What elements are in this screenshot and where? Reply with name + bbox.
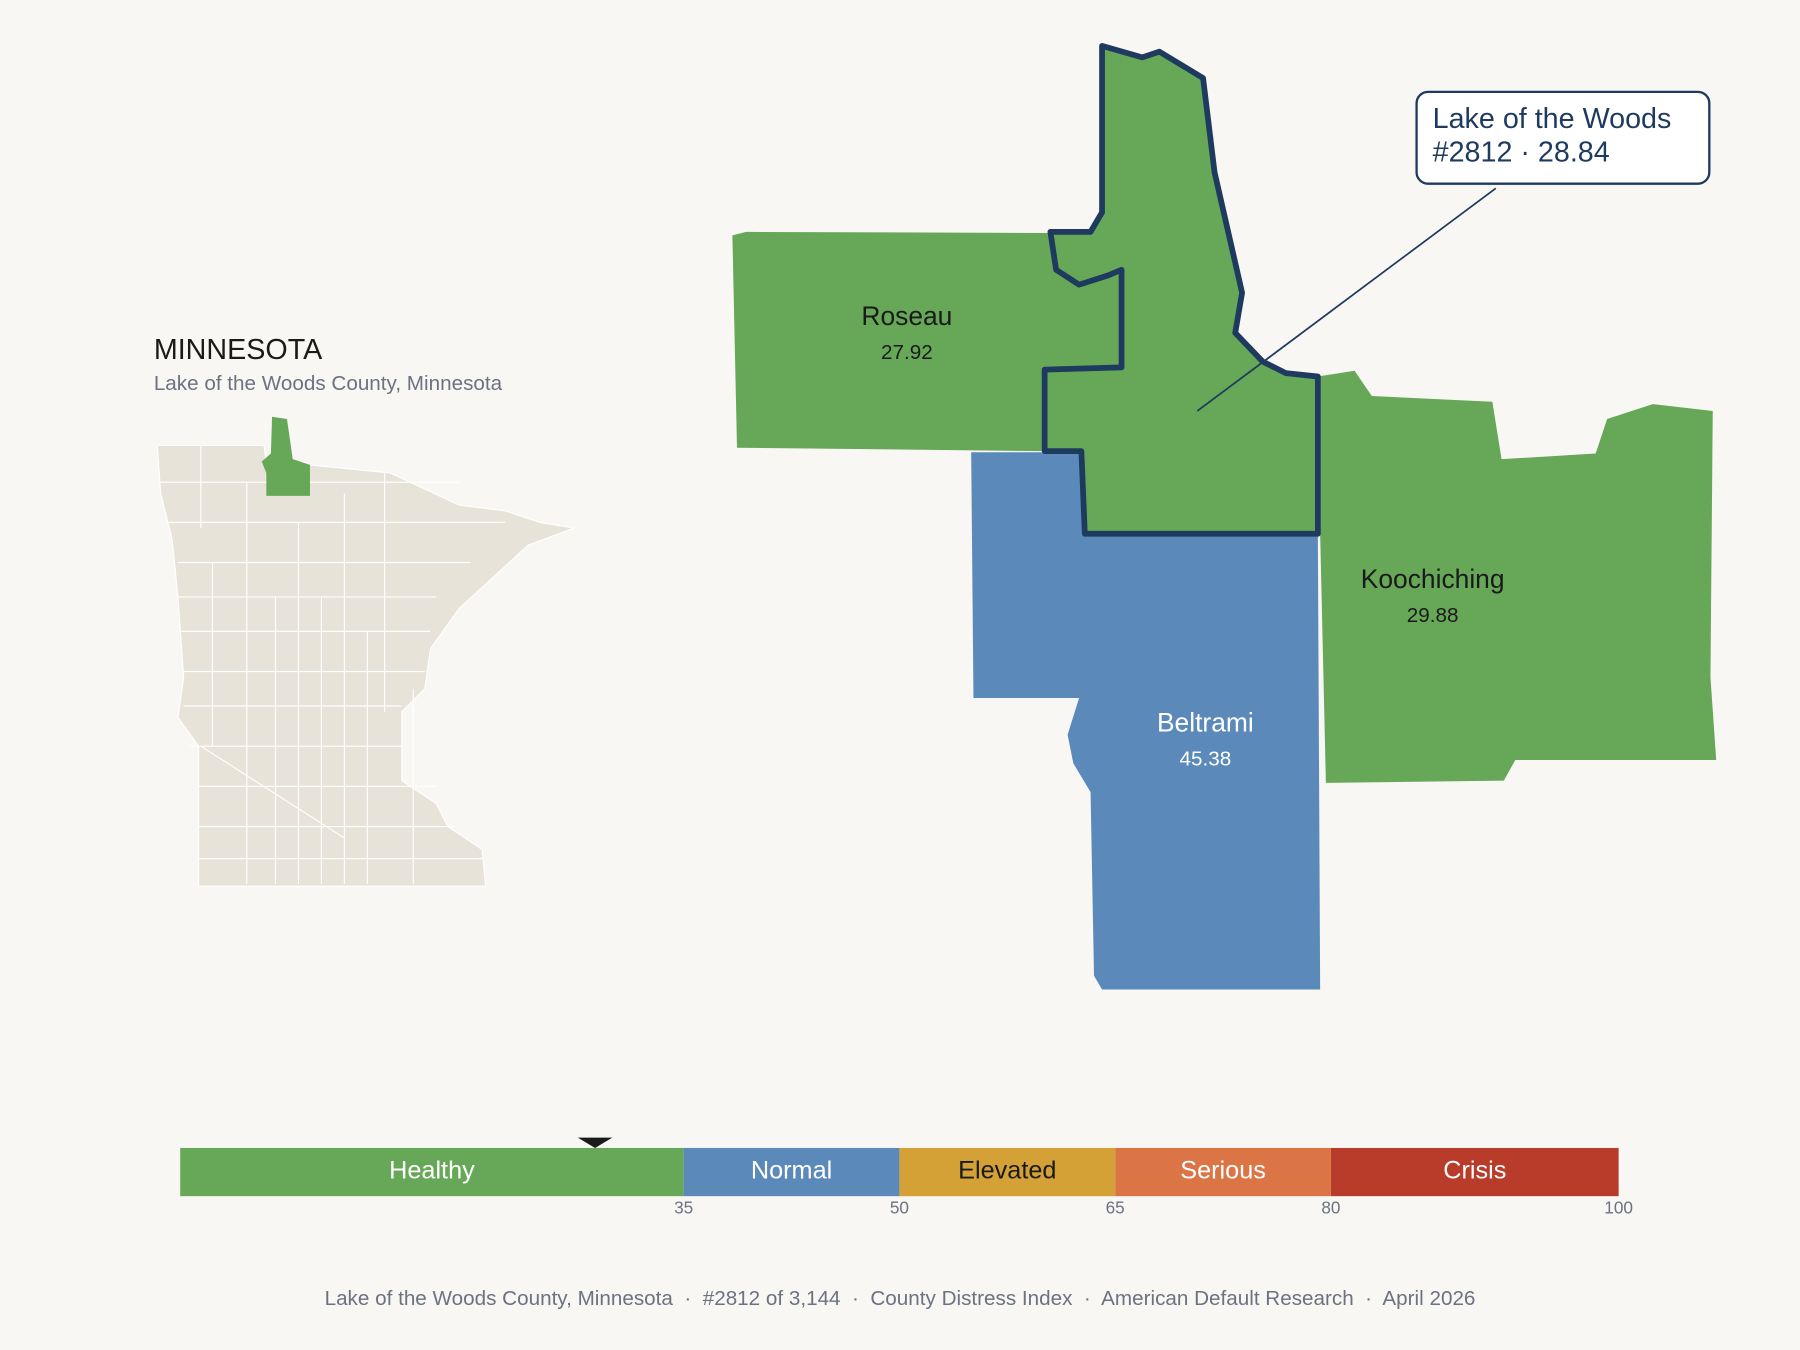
footer: Lake of the Woods County, Minnesota · #2… <box>325 1287 1476 1310</box>
legend-label: Crisis <box>1443 1157 1506 1185</box>
legend-tick-label: 35 <box>674 1197 693 1217</box>
inset-highlight <box>261 416 310 496</box>
inset-county-lines <box>160 445 506 884</box>
legend-marker <box>577 1137 613 1148</box>
county-map: Roseau 27.92 Beltrami 45.38 Koochiching 29.88 <box>732 43 1717 990</box>
county <box>1041 43 1321 537</box>
legend-label: Normal <box>751 1157 832 1185</box>
callout-detail: #2812 · 28.84 <box>1433 136 1610 168</box>
legend-label: Elevated <box>958 1157 1056 1185</box>
legend: Healthy Normal Elevated Serious Crisis 35 50 65… <box>180 1137 1633 1217</box>
county <box>1317 370 1717 783</box>
legend-tick-label: 100 <box>1604 1197 1633 1217</box>
callout-box <box>1415 90 1711 185</box>
state-shape <box>156 444 577 887</box>
county <box>971 452 1321 990</box>
state-subtitle: Lake of the Woods County, Minnesota <box>154 372 503 395</box>
legend-tick-label: 50 <box>890 1197 909 1217</box>
state-inset <box>156 416 577 887</box>
legend-band <box>1115 1147 1331 1197</box>
county-name: Roseau <box>861 301 952 331</box>
callout: Lake of the Woods #2812 · 28.84 <box>1196 90 1711 412</box>
legend-tick-label: 80 <box>1321 1197 1340 1217</box>
callout-leader <box>1196 187 1497 412</box>
county-score: 27.92 <box>881 341 933 364</box>
state-title: MINNESOTA <box>154 334 323 366</box>
legend-label: Healthy <box>389 1157 475 1185</box>
legend-label: Serious <box>1180 1157 1266 1185</box>
county-score: 45.38 <box>1180 747 1232 770</box>
county <box>732 231 1122 452</box>
callout-title: Lake of the Woods <box>1433 103 1672 135</box>
legend-band <box>683 1147 900 1197</box>
legend-tick-label: 65 <box>1106 1197 1125 1217</box>
legend-band <box>899 1147 1116 1197</box>
county-name: Koochiching <box>1361 564 1505 594</box>
legend-band <box>180 1147 684 1197</box>
county-name: Beltrami <box>1157 707 1254 737</box>
legend-band <box>1330 1147 1619 1197</box>
county-score: 29.88 <box>1407 604 1459 627</box>
